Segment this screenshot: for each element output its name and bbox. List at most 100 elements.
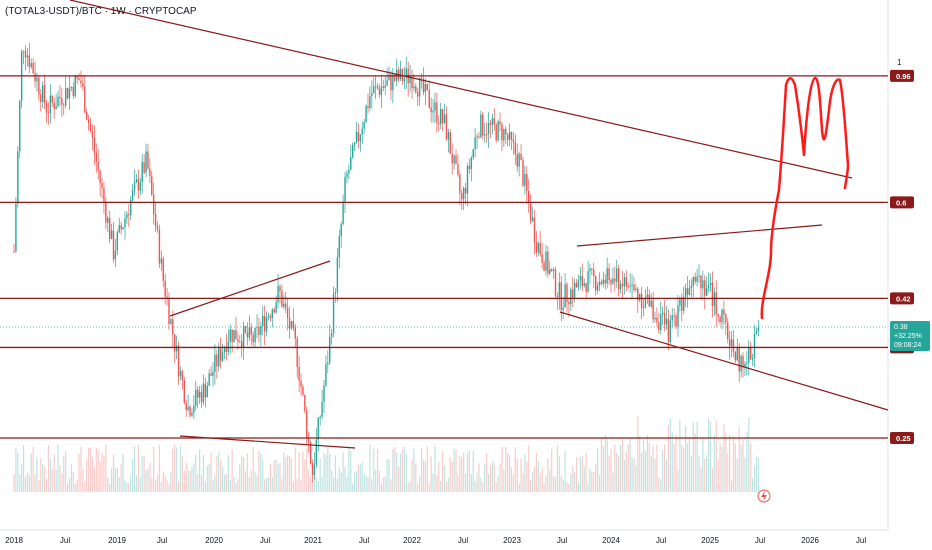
volume-bar xyxy=(346,477,348,492)
volume-bar xyxy=(40,458,42,492)
candle-body xyxy=(694,277,696,282)
volume-bar xyxy=(583,466,585,492)
candle-body xyxy=(727,322,729,340)
candle-body xyxy=(131,190,134,200)
volume-bar xyxy=(545,475,547,492)
x-tick-label: 2023 xyxy=(503,536,521,545)
volume-bar xyxy=(646,435,648,492)
candle-body xyxy=(572,289,574,298)
candle-body xyxy=(447,132,450,140)
candle-body xyxy=(183,380,185,403)
volume-bar xyxy=(683,448,685,492)
candle-body xyxy=(608,268,610,281)
volume-bar xyxy=(260,453,262,492)
volume-bar xyxy=(89,448,92,492)
candle-body xyxy=(286,308,289,318)
volume-bar xyxy=(436,475,438,492)
candle-body xyxy=(556,296,559,298)
volume-bar xyxy=(753,465,756,492)
candle-body xyxy=(355,131,358,143)
volume-bar xyxy=(480,477,482,492)
candle-body xyxy=(22,50,25,52)
candle-body xyxy=(462,187,465,200)
candle-body xyxy=(346,173,348,178)
volume-bar xyxy=(254,471,256,492)
candle-body xyxy=(413,86,415,89)
candle-body xyxy=(736,347,738,361)
candle-body xyxy=(688,288,691,295)
volume-bar xyxy=(220,460,222,492)
volume-bar xyxy=(355,471,358,492)
volume-bar xyxy=(147,468,149,492)
volume-bar xyxy=(725,433,727,492)
candle-body xyxy=(478,136,480,138)
volume-bar xyxy=(340,472,342,492)
candle-body xyxy=(319,416,321,418)
volume-bar xyxy=(447,477,449,492)
candle-body xyxy=(438,122,440,125)
candle-body xyxy=(757,327,760,331)
candle-body xyxy=(732,339,735,353)
candle-body xyxy=(78,78,80,81)
candle-body xyxy=(191,412,193,416)
candle-body xyxy=(63,104,65,106)
candle-body xyxy=(594,276,597,291)
volume-bar xyxy=(235,483,237,492)
candle-body xyxy=(216,354,218,367)
volume-bar xyxy=(116,467,118,492)
candles xyxy=(13,42,760,483)
candle-body xyxy=(342,201,344,225)
volume-bar xyxy=(273,460,275,492)
volume-bar xyxy=(505,446,507,492)
candle-body xyxy=(218,348,220,367)
volume-bar xyxy=(742,439,744,492)
volume-bar xyxy=(530,479,532,492)
volume-bar xyxy=(549,470,551,492)
volume-bar xyxy=(65,450,67,492)
candle-body xyxy=(581,276,583,287)
volume-bar xyxy=(698,456,700,492)
candle-body xyxy=(336,257,339,293)
candle-body xyxy=(719,316,721,323)
volume-bar xyxy=(107,477,109,492)
candle-body xyxy=(604,279,606,284)
candle-body xyxy=(298,366,300,381)
volume-bar xyxy=(292,481,294,492)
volume-bar xyxy=(587,483,589,492)
volume-bar xyxy=(419,475,421,492)
volume-bar xyxy=(514,447,516,492)
lightning-icon[interactable] xyxy=(757,489,771,503)
candle-body xyxy=(344,177,346,202)
x-tick-label: 2022 xyxy=(403,536,421,545)
candle-body xyxy=(418,78,421,97)
volume-bar xyxy=(279,462,281,492)
candle-body xyxy=(445,114,448,140)
volume-bar xyxy=(26,472,28,492)
candle-body xyxy=(329,336,331,363)
volume-bar xyxy=(350,450,352,492)
trend-line xyxy=(559,311,889,411)
volume-bar xyxy=(654,458,656,492)
volume-bar xyxy=(189,470,191,492)
candle-body xyxy=(118,225,120,233)
volume-bar xyxy=(45,478,48,492)
candle-body xyxy=(38,77,40,95)
candle-body xyxy=(57,96,59,107)
volume-bar xyxy=(398,466,400,492)
volume-bar xyxy=(717,459,719,492)
volume-bar xyxy=(533,467,536,492)
candle-body xyxy=(390,74,392,91)
volume-bar xyxy=(468,450,471,492)
volume-bar xyxy=(21,464,23,492)
candle-body xyxy=(47,112,50,114)
volume-bar xyxy=(357,464,360,492)
volume-bar xyxy=(28,474,30,492)
volume-bar xyxy=(478,463,480,492)
volume-bar xyxy=(755,456,758,492)
candle-body xyxy=(332,293,335,334)
candle-body xyxy=(713,292,716,306)
candle-body xyxy=(189,406,191,416)
candle-body xyxy=(120,225,122,230)
volume-bar xyxy=(396,452,398,492)
hand-drawing xyxy=(760,76,850,320)
